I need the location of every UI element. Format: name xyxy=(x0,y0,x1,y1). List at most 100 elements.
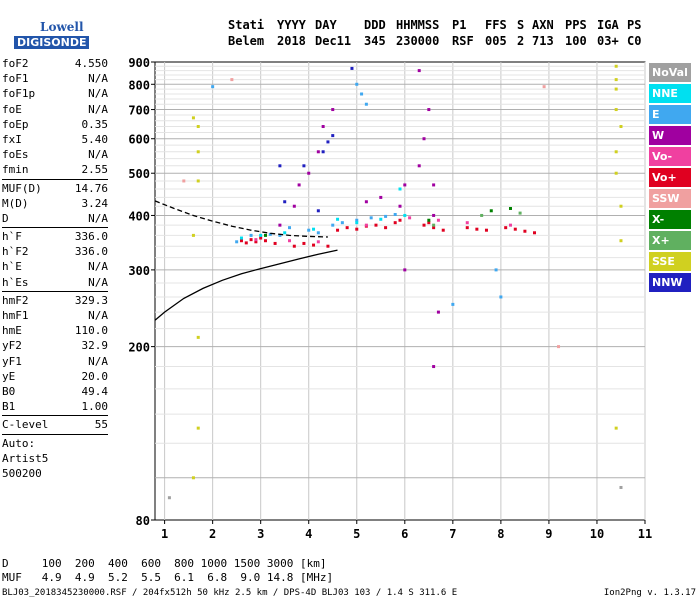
param-label: h`F xyxy=(2,230,22,244)
param-value: 3.24 xyxy=(81,196,109,210)
echo-point xyxy=(508,223,512,227)
param-value: N/A xyxy=(88,72,108,86)
echo-point xyxy=(182,179,186,183)
param-value: N/A xyxy=(88,148,108,162)
echo-point xyxy=(480,213,484,217)
logo: Lowell DIGISONDE xyxy=(4,6,124,49)
param-value: 55 xyxy=(94,418,108,432)
param-row: fmin 2.55 xyxy=(2,162,108,177)
echo-point xyxy=(398,187,402,191)
echo-point xyxy=(369,216,373,220)
echo-point xyxy=(321,150,325,154)
param-separator xyxy=(2,290,108,292)
param-label: B1 xyxy=(2,400,16,414)
echo-point xyxy=(191,116,195,120)
param-value: 329.3 xyxy=(74,293,108,307)
header-row2-cell: 713 xyxy=(532,34,554,48)
echo-point xyxy=(427,108,431,112)
param-label: fmin xyxy=(2,163,29,177)
param-value: N/A xyxy=(88,260,108,274)
echo-point xyxy=(355,221,359,225)
echo-point xyxy=(345,226,349,230)
param-label: yE xyxy=(2,369,16,383)
echo-point xyxy=(191,233,195,237)
echo-point xyxy=(263,233,267,237)
echo-point xyxy=(355,227,359,231)
echo-point xyxy=(619,204,623,208)
echo-point xyxy=(422,137,426,141)
param-row: yF2 32.9 xyxy=(2,338,108,353)
param-value: N/A xyxy=(88,354,108,368)
echo-point xyxy=(196,150,200,154)
echo-point xyxy=(297,183,301,187)
echo-point xyxy=(403,268,407,272)
echo-point xyxy=(518,211,522,215)
param-row: C-level 55 xyxy=(2,417,108,432)
param-label: foF1 xyxy=(2,72,29,86)
echo-point xyxy=(432,365,436,369)
param-separator xyxy=(2,415,108,417)
param-label: Artist5 xyxy=(2,451,49,465)
legend-entry: Vo- xyxy=(649,147,691,166)
param-label: Auto: xyxy=(2,436,36,450)
echo-point xyxy=(263,239,267,243)
param-row: foF2 4.550 xyxy=(2,56,108,71)
echo-point xyxy=(302,164,306,168)
param-label: C-level xyxy=(2,418,49,432)
x-tick-label: 7 xyxy=(449,527,456,541)
file-info: BLJ03_2018345230000.RSF / 204fx512h 50 k… xyxy=(2,588,458,598)
param-label: yF1 xyxy=(2,354,22,368)
echo-point xyxy=(283,200,287,204)
header-row2-cell: 100 xyxy=(565,34,587,48)
header-row2-cell: C0 xyxy=(627,34,642,48)
echo-point xyxy=(379,217,383,221)
legend-entry: NoVal xyxy=(649,63,691,82)
echo-point xyxy=(557,345,561,349)
param-row: foF1 N/A xyxy=(2,71,108,86)
solid-profile-line xyxy=(154,249,338,321)
param-row: h`Es N/A xyxy=(2,275,108,290)
param-row: foF1p N/A xyxy=(2,86,108,101)
echo-point xyxy=(398,218,402,222)
legend-entry: E xyxy=(649,105,691,124)
x-tick-label: 9 xyxy=(545,527,552,541)
header-row2-cell: RSF xyxy=(452,34,474,48)
echo-point xyxy=(355,218,359,222)
echo-point xyxy=(513,227,517,231)
x-tick-label: 5 xyxy=(353,527,360,541)
echo-point xyxy=(614,78,618,82)
header-row1-cell: AXN xyxy=(532,18,554,32)
param-row: D N/A xyxy=(2,211,108,226)
echo-point xyxy=(244,241,248,245)
param-row: fxI 5.40 xyxy=(2,132,108,147)
echo-point xyxy=(326,140,330,144)
echo-point xyxy=(316,150,320,154)
echo-point xyxy=(239,236,243,240)
param-value: N/A xyxy=(88,102,108,116)
param-value: N/A xyxy=(88,87,108,101)
echo-point xyxy=(331,108,335,112)
echo-point xyxy=(196,426,200,430)
echo-point xyxy=(259,236,263,240)
param-value: 20.0 xyxy=(81,369,109,383)
echo-point xyxy=(489,209,493,213)
echo-point xyxy=(340,221,344,225)
legend-entry: X+ xyxy=(649,231,691,250)
header-row2-cell: Dec11 xyxy=(315,34,352,48)
echo-point xyxy=(364,102,368,106)
echo-point xyxy=(249,233,253,237)
x-tick-label: 4 xyxy=(305,527,312,541)
header-row2-cell: 2018 xyxy=(277,34,306,48)
param-label: h`Es xyxy=(2,275,29,289)
echo-point xyxy=(273,241,277,245)
param-value: N/A xyxy=(88,211,108,225)
echo-point xyxy=(533,231,537,235)
param-value: 2.55 xyxy=(81,163,109,177)
echo-point xyxy=(355,82,359,86)
param-label: fxI xyxy=(2,132,22,146)
echo-point xyxy=(254,238,258,242)
echo-point xyxy=(614,150,618,154)
echo-point xyxy=(393,213,397,217)
echo-point xyxy=(614,87,618,91)
param-label: D xyxy=(2,211,9,225)
